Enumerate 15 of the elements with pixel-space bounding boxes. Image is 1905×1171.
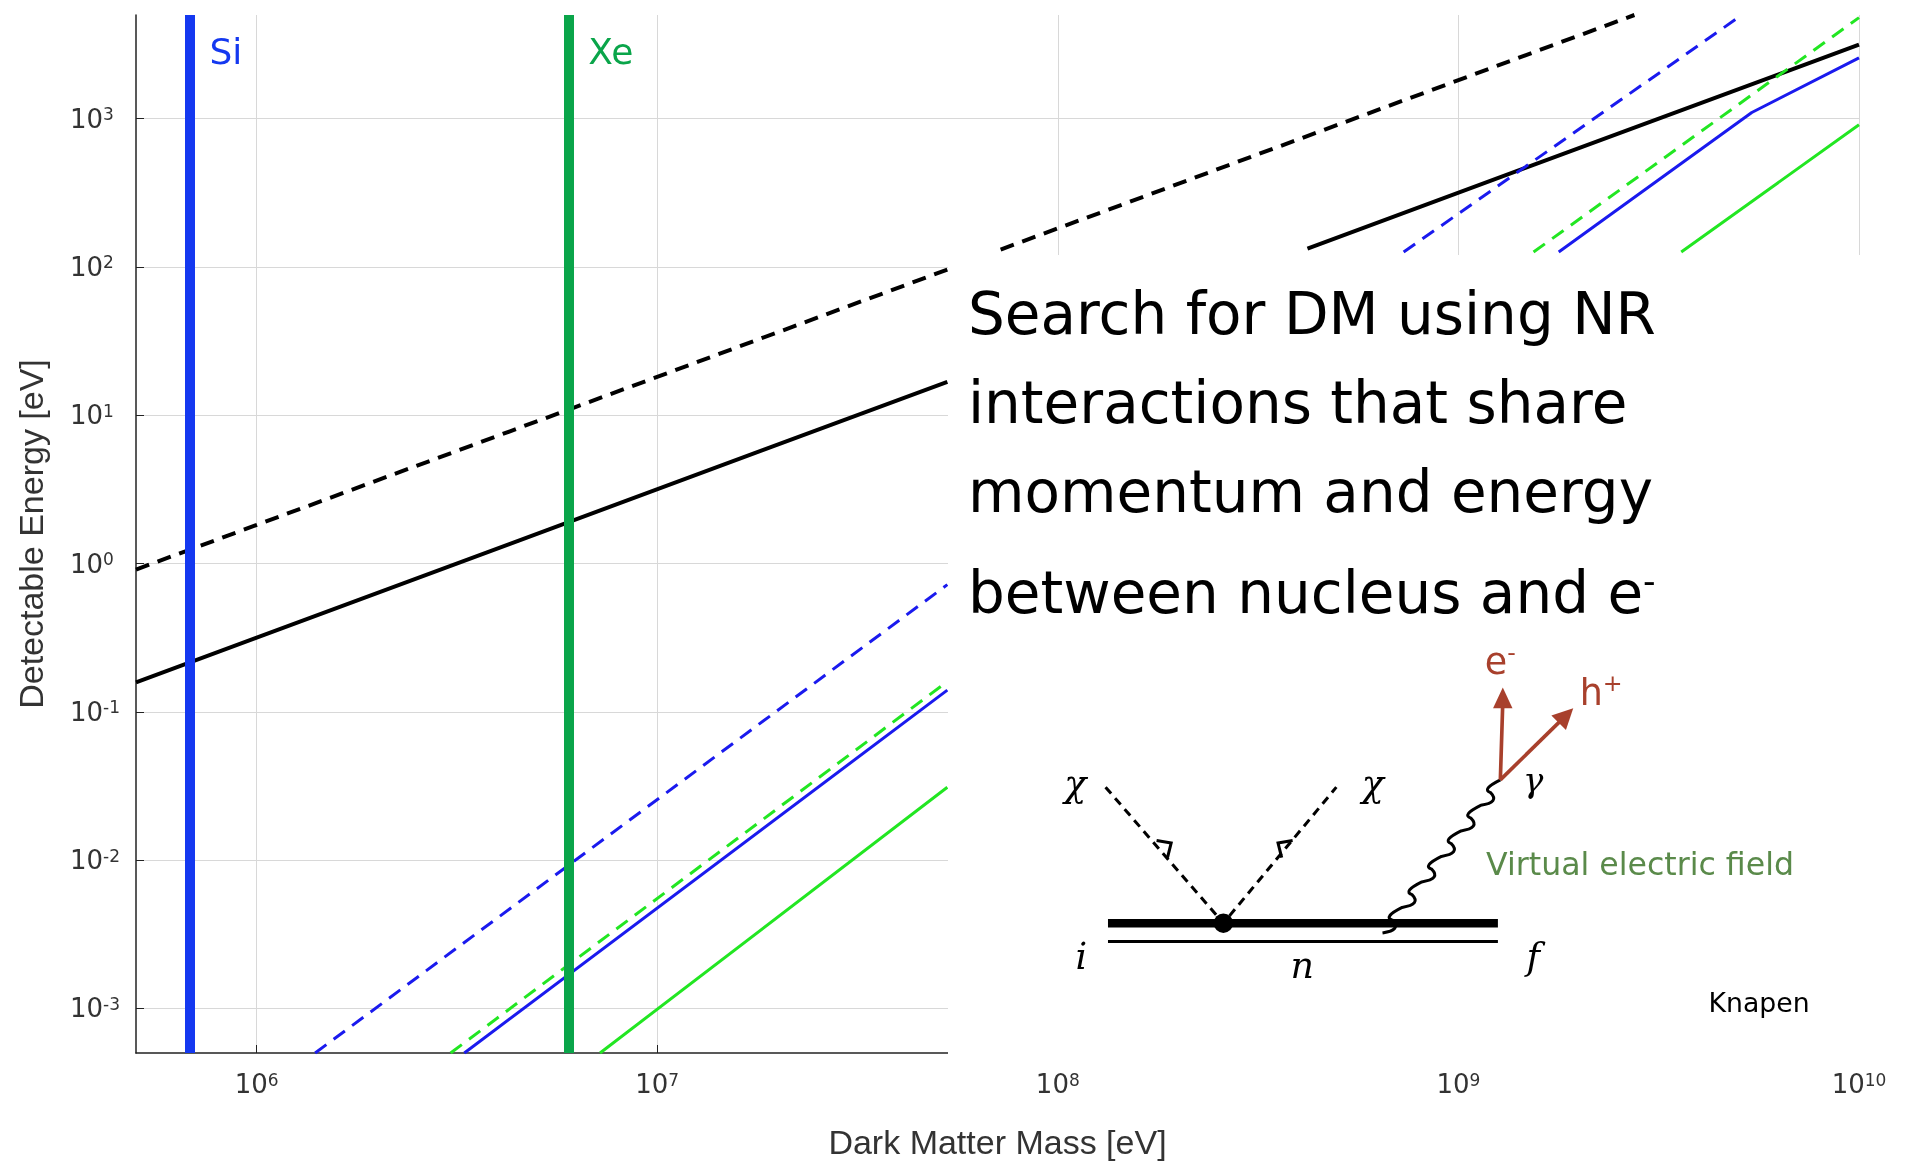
annotation: γ [1522, 760, 1544, 800]
annotation: Search for DM using NR interactions that share momentum and energy between nucleus and e$^{-}$ [968, 279, 1657, 630]
annotation: Knapen [1708, 986, 1810, 1018]
ref-line-label: Xe [588, 30, 634, 72]
x-axis-title: Dark Matter Mass [eV] [828, 1123, 1167, 1161]
ref-line-label: Si [209, 30, 243, 72]
annotation: χ [1061, 761, 1089, 805]
annotation: χ [1358, 761, 1386, 805]
annotation: f [1523, 935, 1546, 979]
annotation: i [1075, 935, 1088, 979]
annotation: Virtual electric field [1486, 845, 1794, 882]
annotation: h$^{+}$ [1579, 668, 1623, 714]
annotation: e$^{-}$ [1484, 638, 1516, 684]
annotation: n [1290, 943, 1315, 987]
y-axis-title: Detectable Energy [eV] [12, 359, 50, 709]
